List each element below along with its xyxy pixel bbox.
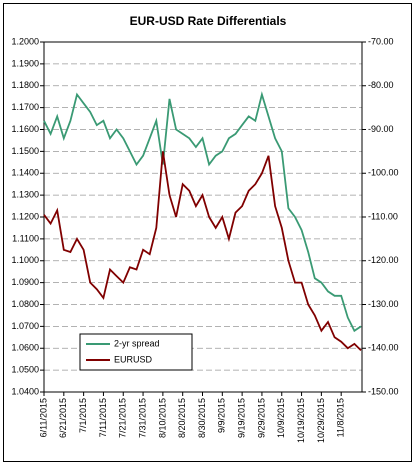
y-tick-label: 1.1600	[11, 124, 39, 134]
x-tick-label: 7/21/2015	[118, 398, 128, 438]
y-tick-label: 1.1700	[11, 102, 39, 112]
y-tick-label: 1.1500	[11, 146, 39, 156]
y-tick-label: 1.1400	[11, 168, 39, 178]
y-tick-label: 1.0900	[11, 277, 39, 287]
x-tick-label: 7/1/2015	[78, 398, 88, 433]
x-tick-label: 10/19/2015	[296, 398, 306, 443]
y2-tick-label: -150.00	[368, 386, 399, 396]
series-line	[43, 151, 362, 352]
x-tick-label: 10/29/2015	[316, 398, 326, 443]
y-tick-label: 1.0500	[11, 365, 39, 375]
x-tick-label: 10/9/2015	[276, 398, 286, 438]
y-tick-label: 1.0400	[11, 386, 39, 396]
y-tick-label: 1.1800	[11, 80, 39, 90]
x-tick-label: 9/29/2015	[256, 398, 266, 438]
y2-tick-label: -80.00	[368, 80, 394, 90]
y2-tick-label: -110.00	[368, 211, 398, 221]
x-tick-label: 11/8/2015	[336, 398, 346, 437]
x-tick-label: 9/9/2015	[217, 398, 227, 433]
legend-box	[79, 333, 193, 371]
series-line	[43, 91, 362, 333]
x-tick-label: 6/11/2015	[38, 398, 48, 437]
y-tick-label: 1.0800	[11, 299, 39, 309]
y2-tick-label: -140.00	[368, 343, 399, 353]
x-tick-label: 7/31/2015	[137, 398, 147, 438]
y-tick-label: 1.1200	[11, 211, 39, 221]
y-tick-label: 1.0700	[11, 321, 39, 331]
x-tick-label: 9/19/2015	[237, 398, 247, 438]
y2-tick-label: -90.00	[368, 124, 394, 134]
y-tick-label: 1.0600	[11, 343, 39, 353]
x-tick-label: 8/30/2015	[197, 398, 207, 438]
y-tick-label: 1.1000	[11, 255, 39, 265]
y-tick-label: 1.1300	[11, 190, 39, 200]
legend-label: 2-yr spread	[114, 338, 160, 348]
chart-border	[3, 3, 412, 462]
x-tick-label: 7/11/2015	[98, 398, 108, 437]
y2-tick-label: -100.00	[368, 168, 399, 178]
x-tick-label: 8/20/2015	[177, 398, 187, 438]
y-tick-label: 1.1100	[12, 233, 39, 243]
y2-tick-label: -120.00	[368, 255, 399, 265]
x-tick-label: 6/21/2015	[58, 398, 68, 438]
x-tick-label: 8/10/2015	[157, 398, 167, 438]
y2-tick-label: -130.00	[368, 299, 399, 309]
chart-title: EUR-USD Rate Differentials	[130, 14, 287, 28]
y2-tick-label: -70.00	[368, 36, 394, 46]
y-tick-label: 1.1900	[11, 58, 39, 68]
y-tick-label: 1.2000	[11, 36, 39, 46]
legend-label: EURUSD	[114, 354, 153, 364]
